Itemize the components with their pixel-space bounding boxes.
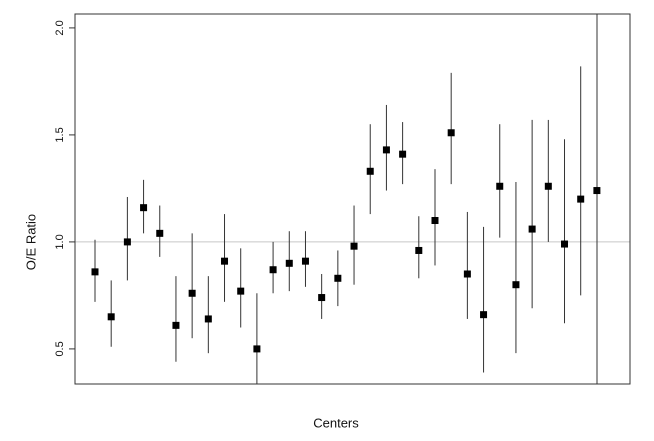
point	[561, 240, 569, 248]
point	[91, 268, 99, 276]
y-tick-label: 2.0	[54, 20, 66, 35]
point	[334, 274, 342, 282]
y-tick-label: 1.0	[54, 234, 66, 249]
point	[107, 313, 115, 321]
point	[221, 257, 229, 265]
point	[156, 229, 164, 237]
point	[431, 217, 439, 225]
point	[285, 259, 293, 267]
point	[480, 311, 488, 319]
y-tick-label: 0.5	[54, 341, 66, 356]
point	[123, 238, 131, 246]
point	[512, 281, 520, 289]
point	[447, 129, 455, 137]
point	[301, 257, 309, 265]
point	[463, 270, 471, 278]
point	[188, 289, 196, 297]
point	[350, 242, 358, 250]
y-axis-title: O/E Ratio	[23, 214, 38, 270]
point	[366, 167, 374, 175]
point	[399, 150, 407, 158]
point	[496, 182, 504, 190]
point	[140, 204, 148, 212]
point	[544, 182, 552, 190]
point	[593, 187, 601, 195]
point	[577, 195, 585, 203]
point	[318, 294, 326, 302]
point	[415, 246, 423, 254]
point	[382, 146, 390, 154]
point	[528, 225, 536, 233]
point	[172, 321, 180, 329]
plot-frame	[74, 13, 631, 385]
point	[204, 315, 212, 323]
point	[237, 287, 245, 295]
y-tick-label: 1.5	[54, 127, 66, 142]
x-axis-title: Centers	[313, 415, 359, 430]
point	[269, 266, 277, 274]
point	[253, 345, 261, 353]
